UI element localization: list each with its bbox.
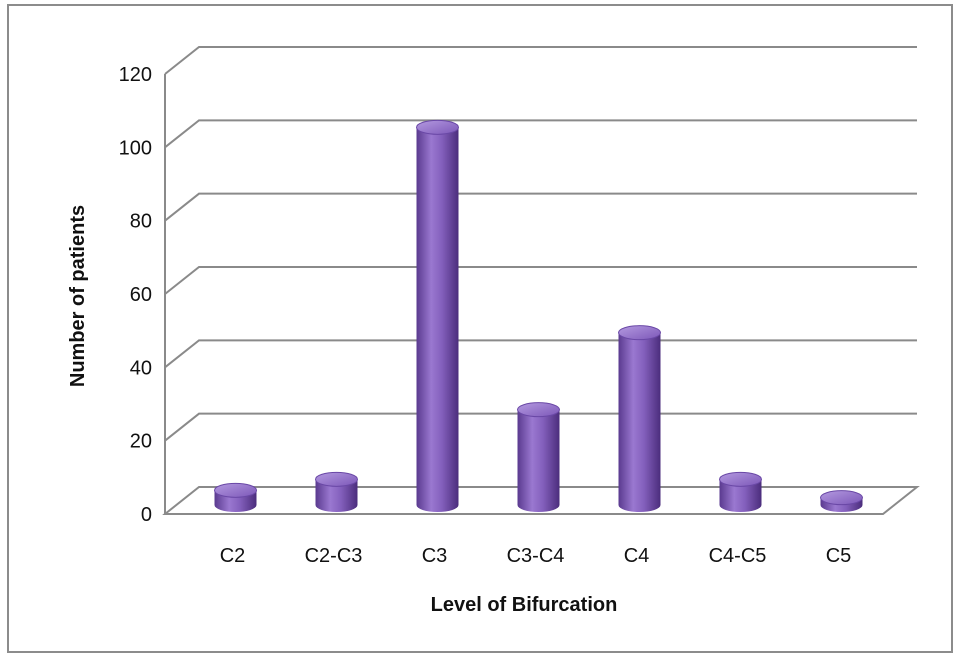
floor-gridline — [162, 486, 920, 515]
x-tick-label: C4 — [624, 545, 650, 567]
bar — [618, 325, 661, 512]
bar-cap — [315, 471, 358, 487]
gridline — [164, 412, 917, 442]
gridline — [164, 192, 917, 222]
x-tick-label: C3-C4 — [507, 545, 565, 567]
bar-cap — [820, 490, 863, 506]
y-axis-ticks: 0 20 40 60 80 100 120 — [119, 64, 152, 526]
bar-cap — [719, 471, 762, 487]
x-tick-label: C2-C3 — [305, 545, 363, 567]
x-axis-ticks: C2 C2-C3 C3 C3-C4 C4 C4-C5 C5 — [220, 545, 852, 567]
gridline — [164, 119, 917, 149]
x-tick-label: C3 — [422, 545, 448, 567]
x-tick-label: C2 — [220, 545, 246, 567]
y-tick-label: 80 — [130, 211, 152, 233]
bar — [416, 119, 459, 512]
y-axis-title: Number of patients — [67, 205, 89, 387]
bar-cap — [517, 402, 560, 418]
y-tick-label: 60 — [130, 284, 152, 306]
bars — [214, 119, 863, 512]
bar-body — [416, 127, 459, 512]
y-tick-label: 100 — [119, 137, 152, 159]
bar-body — [315, 479, 358, 512]
gridline — [164, 46, 917, 75]
y-tick-label: 40 — [130, 357, 152, 379]
bar — [315, 471, 358, 512]
bar-cap — [214, 482, 257, 498]
x-tick-label: C5 — [826, 545, 852, 567]
x-axis-title: Level of Bifurcation — [431, 594, 618, 616]
y-tick-label: 20 — [130, 431, 152, 453]
bar — [214, 482, 257, 512]
bar-cap — [618, 325, 661, 341]
bar-cap — [416, 119, 459, 135]
gridline — [164, 266, 917, 295]
bar-body — [618, 332, 661, 512]
y-tick-label: 0 — [141, 504, 152, 526]
y-tick-label: 120 — [119, 64, 152, 86]
bar-body — [517, 409, 560, 512]
gridline — [164, 339, 917, 369]
bar — [517, 402, 560, 512]
x-tick-label: C4-C5 — [709, 545, 767, 567]
bar-body — [719, 479, 762, 512]
bar — [719, 471, 762, 512]
gridlines — [162, 46, 920, 515]
bar — [820, 490, 863, 512]
